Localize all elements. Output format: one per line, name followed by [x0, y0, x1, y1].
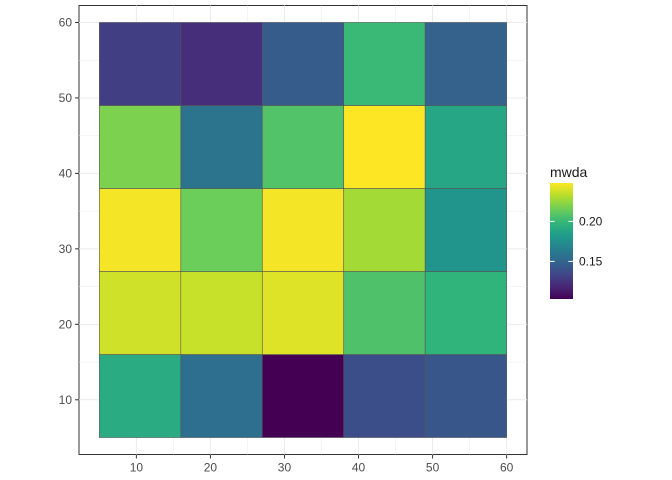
heatmap-cell [424, 354, 507, 438]
heatmap-cell [99, 271, 182, 355]
colorbar [550, 183, 573, 299]
legend-title: mwda [550, 164, 588, 180]
y-axis: 10 20 30 40 50 60 [59, 15, 79, 407]
heatmap-cell [180, 22, 263, 106]
heatmap-cell [261, 354, 345, 438]
heatmap-cell [180, 105, 263, 189]
legend-tick-label: 0.20 [579, 214, 603, 228]
heatmap-cell [99, 354, 182, 438]
heatmap-cell [343, 22, 426, 106]
heatmap-cell [99, 22, 182, 106]
y-tick-label: 30 [59, 242, 73, 256]
legend-tick-label: 0.15 [579, 254, 603, 268]
heatmap-cell [180, 188, 263, 272]
heatmap-cell [261, 271, 345, 355]
heatmap-cell [261, 22, 345, 106]
x-tick-label: 50 [426, 461, 440, 475]
heatmap-cell [343, 271, 426, 355]
heatmap-cell [343, 354, 426, 438]
heatmap-cells [99, 22, 507, 438]
heatmap-cell [424, 188, 507, 272]
heatmap-cell [99, 105, 182, 189]
x-tick-label: 20 [204, 461, 218, 475]
heatmap-cell [424, 22, 507, 106]
y-tick-label: 50 [59, 91, 73, 105]
x-tick-label: 40 [352, 461, 366, 475]
heatmap-cell [261, 105, 345, 189]
x-tick-label: 30 [278, 461, 292, 475]
heatmap-cell [343, 188, 426, 272]
x-tick-label: 60 [500, 461, 514, 475]
y-tick-label: 60 [59, 15, 73, 29]
x-tick-label: 10 [130, 461, 144, 475]
heatmap-cell [424, 105, 507, 189]
y-tick-label: 40 [59, 166, 73, 180]
heatmap-cell [180, 271, 263, 355]
y-tick-label: 10 [59, 393, 73, 407]
x-axis: 10 20 30 40 50 60 [130, 454, 514, 475]
heatmap-cell [343, 105, 426, 189]
heatmap-cell [424, 271, 507, 355]
y-tick-label: 20 [59, 317, 73, 331]
heatmap-cell [180, 354, 263, 438]
heatmap-cell [99, 188, 182, 272]
colorbar-legend: mwda 0.15 0.20 [550, 164, 603, 299]
heatmap-cell [261, 188, 345, 272]
